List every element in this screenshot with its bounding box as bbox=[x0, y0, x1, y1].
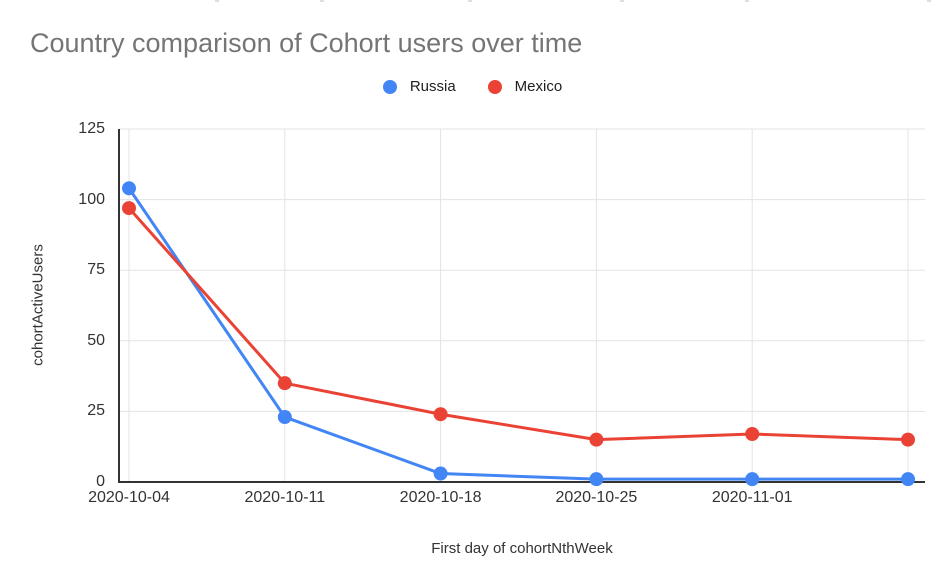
y-tick-label: 125 bbox=[78, 120, 105, 137]
series-line-russia bbox=[127, 186, 910, 481]
cropped-text-artifact bbox=[927, 0, 931, 2]
data-point-mexico-0[interactable] bbox=[122, 201, 136, 216]
x-tick-label: 2020-10-04 bbox=[88, 489, 170, 506]
cropped-text-artifact bbox=[320, 0, 324, 2]
data-point-russia-5[interactable] bbox=[901, 472, 915, 487]
legend-label-mexico: Mexico bbox=[514, 78, 563, 95]
chart-title: Country comparison of Cohort users over … bbox=[30, 28, 583, 58]
legend-item-russia[interactable]: Russia bbox=[382, 78, 456, 95]
cropped-text-artifact bbox=[215, 0, 219, 2]
x-tick-label: 2020-10-18 bbox=[399, 489, 482, 506]
data-point-russia-0[interactable] bbox=[122, 181, 136, 196]
y-axis-title: cohortActiveUsers bbox=[29, 244, 47, 366]
data-point-mexico-5[interactable] bbox=[901, 432, 915, 447]
legend-swatch-russia bbox=[382, 79, 397, 94]
data-point-russia-4[interactable] bbox=[745, 472, 760, 487]
y-tick-label: 0 bbox=[96, 473, 105, 490]
y-tick-label: 25 bbox=[87, 402, 105, 420]
data-point-mexico-3[interactable] bbox=[589, 432, 604, 447]
cropped-text-artifact bbox=[468, 0, 472, 2]
x-tick-label: 2020-10-11 bbox=[244, 489, 326, 506]
x-axis-title: First day of cohortNthWeek bbox=[431, 540, 613, 557]
y-tick-label: 75 bbox=[87, 261, 105, 279]
cropped-text-artifact bbox=[620, 0, 624, 2]
y-tick-label: 100 bbox=[78, 190, 105, 208]
x-tick-label: 2020-11-01 bbox=[711, 489, 793, 506]
data-point-russia-3[interactable] bbox=[589, 472, 604, 487]
cropped-text-artifact bbox=[745, 0, 749, 2]
x-tick-label: 2020-10-25 bbox=[555, 489, 638, 506]
series-line-mexico bbox=[127, 206, 910, 442]
data-point-russia-1[interactable] bbox=[277, 410, 292, 425]
data-point-mexico-2[interactable] bbox=[433, 407, 448, 422]
data-point-mexico-1[interactable] bbox=[277, 376, 292, 391]
legend-label-russia: Russia bbox=[409, 78, 456, 95]
chart-legend: Russia Mexico bbox=[0, 78, 945, 95]
y-tick-label: 50 bbox=[87, 331, 105, 349]
legend-item-mexico[interactable]: Mexico bbox=[487, 78, 563, 95]
legend-swatch-mexico bbox=[487, 79, 502, 94]
data-point-russia-2[interactable] bbox=[433, 466, 448, 481]
data-point-mexico-4[interactable] bbox=[745, 426, 760, 441]
